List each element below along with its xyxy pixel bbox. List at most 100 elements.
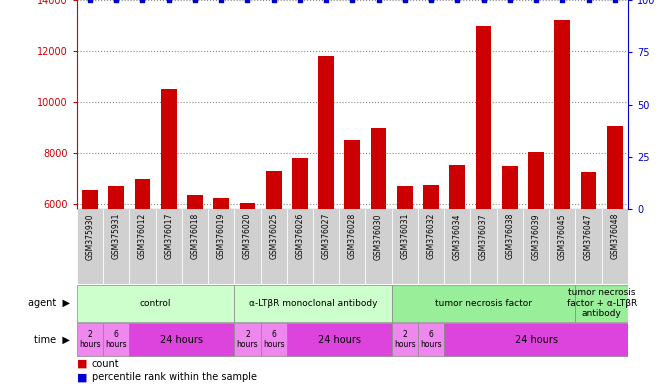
Text: 24 hours: 24 hours [514, 335, 558, 345]
Bar [240, 203, 255, 209]
Text: GSM376027: GSM376027 [321, 213, 331, 260]
Bar [418, 323, 444, 356]
Bar [450, 165, 465, 209]
Bar [266, 171, 281, 209]
Bar [476, 25, 492, 209]
Bar [77, 209, 103, 284]
Text: ■: ■ [77, 359, 91, 369]
Text: 24 hours: 24 hours [318, 335, 361, 345]
Text: GSM375930: GSM375930 [86, 213, 94, 260]
Bar [77, 323, 103, 356]
Text: 2
hours: 2 hours [236, 331, 259, 349]
Text: 6
hours: 6 hours [263, 331, 285, 349]
Text: tumor necrosis
factor + α-LTβR
antibody: tumor necrosis factor + α-LTβR antibody [566, 288, 637, 318]
Bar [261, 323, 287, 356]
Point [426, 0, 436, 3]
Bar [523, 209, 549, 284]
Text: percentile rank within the sample: percentile rank within the sample [92, 372, 257, 382]
Point [85, 0, 96, 3]
Text: agent  ▶: agent ▶ [28, 298, 70, 308]
Bar [575, 285, 628, 322]
Bar [397, 186, 413, 209]
Point [295, 0, 305, 3]
Bar [345, 141, 360, 209]
Text: GSM376031: GSM376031 [400, 213, 409, 260]
Text: GSM376018: GSM376018 [190, 213, 200, 259]
Bar [391, 323, 418, 356]
Point [111, 0, 122, 3]
Bar [292, 158, 308, 209]
Point [583, 0, 594, 3]
Text: time  ▶: time ▶ [34, 335, 70, 345]
Bar [575, 209, 602, 284]
Bar [418, 209, 444, 284]
Bar [365, 209, 391, 284]
Bar [391, 285, 575, 322]
Text: GSM376032: GSM376032 [427, 213, 436, 260]
Bar [371, 127, 387, 209]
Bar [287, 209, 313, 284]
Text: GSM376012: GSM376012 [138, 213, 147, 259]
Point [321, 0, 331, 3]
Bar [187, 195, 203, 209]
Point [242, 0, 253, 3]
Point [557, 0, 568, 3]
Text: GSM376039: GSM376039 [532, 213, 540, 260]
Bar [234, 209, 261, 284]
Bar [580, 172, 597, 209]
Bar [161, 89, 176, 209]
Point [373, 0, 384, 3]
Bar [103, 323, 130, 356]
Bar [234, 285, 391, 322]
Bar [130, 209, 156, 284]
Bar [77, 285, 234, 322]
Point [137, 0, 148, 3]
Point [478, 0, 489, 3]
Point [347, 0, 358, 3]
Bar [497, 209, 523, 284]
Bar [502, 166, 518, 209]
Point [504, 0, 515, 3]
Text: 2
hours: 2 hours [79, 331, 101, 349]
Text: GSM376037: GSM376037 [479, 213, 488, 260]
Text: GSM376025: GSM376025 [269, 213, 278, 260]
Text: GSM376034: GSM376034 [453, 213, 462, 260]
Text: α-LTβR monoclonal antibody: α-LTβR monoclonal antibody [248, 299, 377, 308]
Bar [130, 323, 234, 356]
Bar [103, 209, 130, 284]
Bar [554, 20, 570, 209]
Point [163, 0, 174, 3]
Text: GSM375931: GSM375931 [112, 213, 121, 260]
Text: ■: ■ [77, 372, 91, 382]
Bar [391, 209, 418, 284]
Bar [444, 209, 470, 284]
Text: GSM376017: GSM376017 [164, 213, 173, 260]
Text: 24 hours: 24 hours [160, 335, 203, 345]
Bar [313, 209, 339, 284]
Bar [602, 209, 628, 284]
Bar [287, 323, 391, 356]
Text: 6
hours: 6 hours [420, 331, 442, 349]
Point [269, 0, 279, 3]
Text: GSM376030: GSM376030 [374, 213, 383, 260]
Bar [156, 209, 182, 284]
Bar [528, 152, 544, 209]
Point [530, 0, 541, 3]
Text: 6
hours: 6 hours [106, 331, 127, 349]
Bar [549, 209, 575, 284]
Bar [208, 209, 234, 284]
Bar [470, 209, 497, 284]
Text: GSM376020: GSM376020 [243, 213, 252, 260]
Bar [134, 179, 150, 209]
Point [609, 0, 620, 3]
Text: control: control [140, 299, 171, 308]
Text: GSM376045: GSM376045 [558, 213, 567, 260]
Bar [444, 323, 628, 356]
Point [190, 0, 200, 3]
Text: tumor necrosis factor: tumor necrosis factor [435, 299, 532, 308]
Bar [234, 323, 261, 356]
Text: GSM376048: GSM376048 [611, 213, 619, 260]
Bar [424, 185, 439, 209]
Bar [182, 209, 208, 284]
Point [216, 0, 226, 3]
